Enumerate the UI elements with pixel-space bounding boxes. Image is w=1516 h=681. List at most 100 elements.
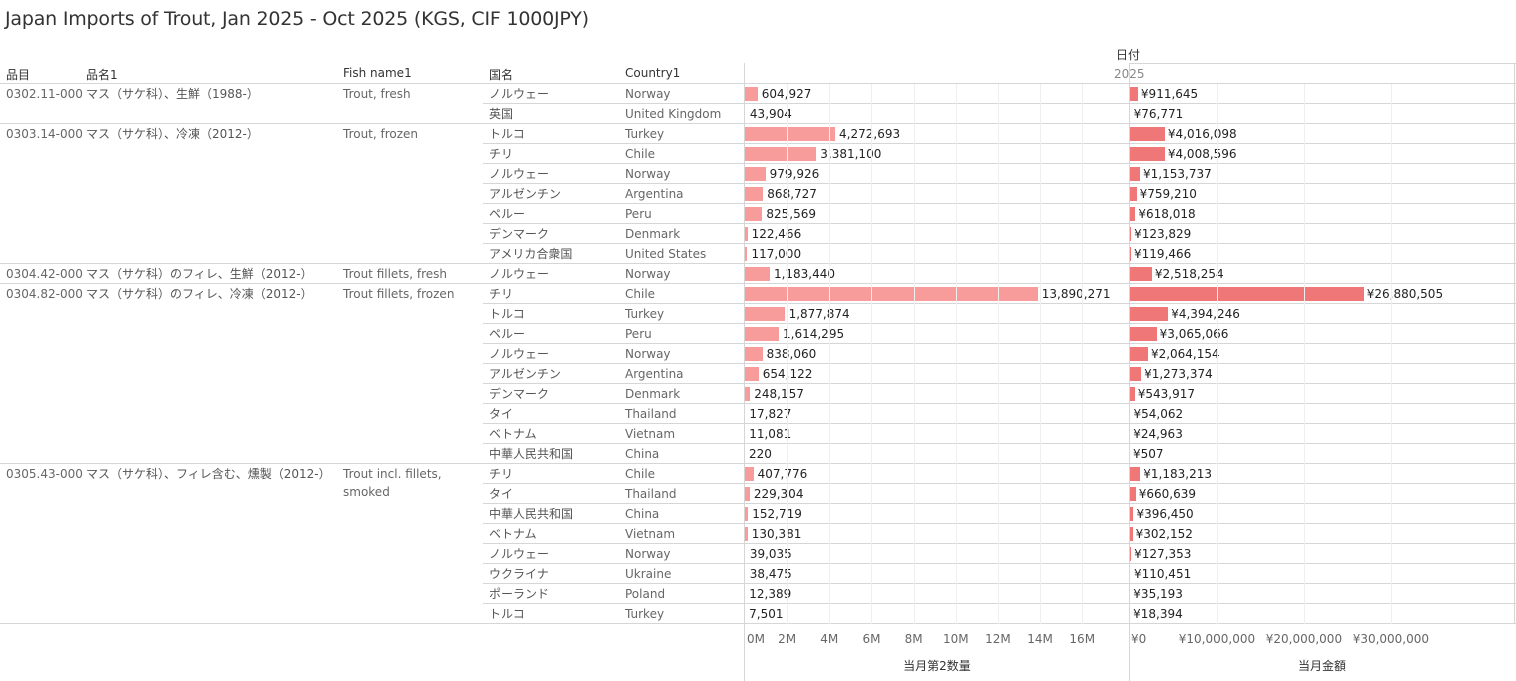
country-jp: ノルウェー: [489, 87, 550, 101]
country-en: Ukraine: [625, 567, 672, 581]
group-fish-name: Trout incl. fillets, smoked: [343, 467, 442, 499]
group-divider: [0, 123, 1516, 124]
group-code: 0304.42-000: [6, 267, 83, 281]
country-jp: ポーランド: [489, 587, 550, 601]
row-divider: [483, 383, 1516, 384]
country-en: Vietnam: [625, 427, 676, 441]
country-jp: チリ: [489, 147, 514, 161]
value-label: ¥3,065,066: [1159, 327, 1229, 341]
value-axis-tick: ¥0: [1131, 632, 1147, 646]
value-bar[interactable]: [1130, 267, 1152, 281]
value-bar[interactable]: [1130, 287, 1364, 301]
country-en: Norway: [625, 267, 671, 281]
row-divider: [483, 203, 1516, 204]
pane-divider-right: [1514, 63, 1515, 624]
row-divider: [483, 103, 1516, 104]
qty-bar[interactable]: [745, 267, 770, 281]
qty-bar[interactable]: [745, 227, 748, 241]
value-bar[interactable]: [1130, 387, 1135, 401]
group-divider: [0, 463, 1516, 464]
qty-bar[interactable]: [745, 187, 764, 201]
value-label: ¥35,193: [1133, 587, 1183, 601]
table-row[interactable]: [0, 84, 1516, 104]
qty-label: 407,776: [757, 467, 808, 481]
value-bar[interactable]: [1130, 87, 1138, 101]
header-code[interactable]: 品目: [6, 68, 31, 82]
qty-bar[interactable]: [745, 307, 785, 321]
header-country-jp[interactable]: 国名: [489, 68, 514, 82]
header-name-jp[interactable]: 品名1: [86, 68, 118, 82]
group-fish-name: Trout fillets, fresh: [343, 267, 448, 281]
country-jp: ベトナム: [489, 527, 537, 541]
value-label: ¥18,394: [1133, 607, 1183, 621]
qty-bar[interactable]: [745, 87, 758, 101]
qty-label: 13,890,271: [1041, 287, 1111, 301]
country-en: Turkey: [625, 607, 665, 621]
qty-bar[interactable]: [745, 147, 817, 161]
country-en: Turkey: [625, 127, 665, 141]
value-bar[interactable]: [1130, 527, 1133, 541]
qty-bar[interactable]: [745, 207, 763, 221]
qty-label: 220: [749, 447, 772, 461]
group-divider: [0, 623, 1516, 624]
country-jp: アメリカ合衆国: [489, 247, 573, 261]
value-bar[interactable]: [1130, 127, 1165, 141]
qty-bar[interactable]: [745, 247, 748, 261]
country-jp: 英国: [489, 107, 514, 121]
row-divider: [483, 543, 1516, 544]
row-divider: [483, 183, 1516, 184]
group-name-jp: マス（サケ科）のフィレ、冷凍（2012-）: [86, 287, 313, 301]
qty-bar[interactable]: [745, 127, 836, 141]
qty-bar[interactable]: [745, 347, 763, 361]
qty-bar[interactable]: [745, 507, 749, 521]
header-country-en[interactable]: Country1: [625, 66, 681, 80]
country-jp: ベトナム: [489, 427, 537, 441]
country-jp: ノルウェー: [489, 267, 550, 281]
qty-label: 825,569: [766, 207, 817, 221]
row-divider: [483, 163, 1516, 164]
value-bar[interactable]: [1130, 227, 1132, 241]
value-bar[interactable]: [1130, 167, 1141, 181]
qty-label: 152,719: [752, 507, 802, 521]
value-bar[interactable]: [1130, 547, 1132, 561]
value-bar[interactable]: [1130, 327, 1157, 341]
value-label: ¥1,273,374: [1144, 367, 1213, 381]
value-bar[interactable]: [1130, 307, 1169, 321]
group-divider: [0, 283, 1516, 284]
gridline-qty: [914, 84, 915, 624]
value-bar[interactable]: [1130, 187, 1137, 201]
value-bar[interactable]: [1130, 207, 1136, 221]
country-jp: ノルウェー: [489, 547, 550, 561]
qty-bar[interactable]: [745, 287, 1038, 301]
qty-bar[interactable]: [745, 367, 759, 381]
gridline-qty: [956, 84, 957, 624]
value-bar[interactable]: [1130, 507, 1134, 521]
qty-bar[interactable]: [745, 487, 750, 501]
qty-bar[interactable]: [745, 467, 754, 481]
row-divider: [483, 243, 1516, 244]
qty-bar[interactable]: [745, 387, 751, 401]
qty-bar[interactable]: [745, 167, 766, 181]
country-en: Peru: [625, 327, 652, 341]
value-label: ¥1,183,213: [1143, 467, 1212, 481]
header-date[interactable]: 日付: [1116, 48, 1141, 62]
value-label: ¥660,639: [1138, 487, 1196, 501]
qty-bar[interactable]: [745, 527, 748, 541]
country-en: Denmark: [625, 227, 681, 241]
value-bar[interactable]: [1130, 147, 1165, 161]
value-bar[interactable]: [1130, 247, 1132, 261]
value-bar[interactable]: [1130, 347, 1148, 361]
country-jp: チリ: [489, 467, 514, 481]
country-en: China: [625, 447, 660, 461]
group-divider: [0, 263, 1516, 264]
pane-divider-value: [1129, 63, 1130, 681]
qty-bar[interactable]: [745, 327, 780, 341]
header-fish-name[interactable]: Fish name1: [343, 66, 412, 80]
qty-label: 17,827: [749, 407, 792, 421]
row-divider: [483, 343, 1516, 344]
value-bar[interactable]: [1130, 487, 1136, 501]
value-bar[interactable]: [1130, 367, 1142, 381]
country-en: Vietnam: [625, 527, 676, 541]
value-bar[interactable]: [1130, 467, 1141, 481]
qty-axis-tick: 14M: [1027, 632, 1053, 646]
